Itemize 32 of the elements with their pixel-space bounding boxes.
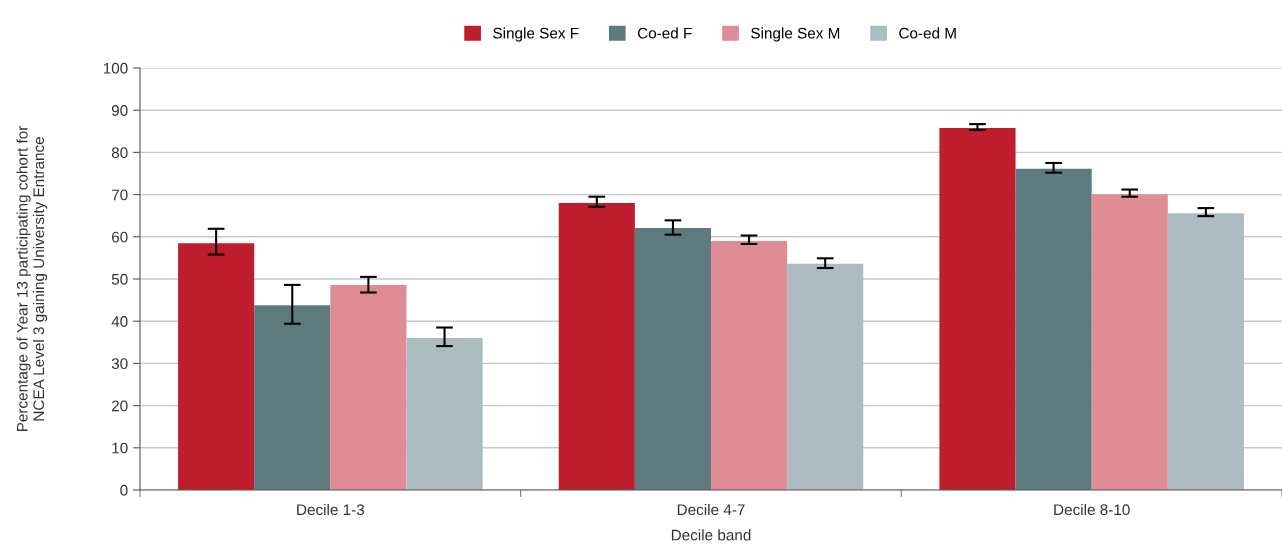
bar [711,241,788,490]
y-tick-label: 100 [103,62,128,74]
y-axis-title: Percentage of Year 13 participating cohort for NCEA Level 3 gaining University Entrance [16,125,48,432]
x-tick-label: Decile 8-10 [1054,503,1130,516]
x-tick-label: Decile 4-7 [677,503,745,516]
y-tick-label: 30 [111,358,128,370]
bar [178,243,255,490]
y-tick-label: 40 [111,316,128,327]
y-tick-label: 50 [111,273,128,285]
y-tick-label: 70 [111,189,128,201]
bar [406,338,483,490]
bar [787,263,864,490]
y-tick-label: 10 [112,442,128,454]
bar [330,284,407,490]
bar [634,227,711,490]
bar [1015,168,1092,490]
legend-label: Single Sex M [751,27,840,42]
y-tick-label: 90 [111,105,128,116]
legend-label: Co-ed F [637,27,692,39]
y-tick-label: 0 [120,484,128,496]
x-tick-label: Decile 1-3 [297,503,365,516]
y-tick-label: 20 [111,400,128,412]
y-tick-label: 60 [111,231,128,243]
bar [939,127,1016,490]
legend-label: Single Sex F [493,27,579,42]
bar [254,305,331,490]
x-axis-title: Decile band [671,529,751,541]
bar [558,203,635,490]
bar [1167,213,1244,490]
bar [1091,194,1168,490]
legend-label: Co-ed M [899,27,956,39]
y-tick-label: 80 [111,147,128,159]
